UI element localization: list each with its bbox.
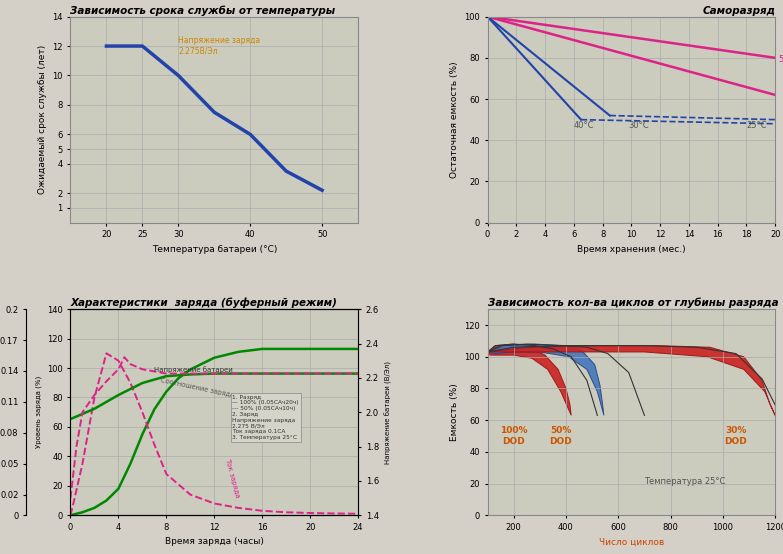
Text: 25°C: 25°C [746, 121, 767, 130]
Text: 50%
DOD: 50% DOD [550, 427, 572, 446]
Text: Характеристики  заряда (буферный режим): Характеристики заряда (буферный режим) [70, 298, 337, 309]
Text: Напряжение заряда
2.275В/Эл: Напряжение заряда 2.275В/Эл [179, 36, 261, 55]
Text: Саморазряд: Саморазряд [702, 6, 775, 16]
Y-axis label: Ожидаемый срок службы (лет): Ожидаемый срок службы (лет) [38, 45, 47, 194]
Polygon shape [488, 346, 775, 416]
Text: 40°C: 40°C [574, 121, 594, 130]
Text: 30%
DOD: 30% DOD [724, 427, 747, 446]
Text: Ток заряда: Ток заряда [224, 458, 240, 499]
Polygon shape [488, 344, 572, 416]
Text: 1. Разряд
— 100% (0.05САч20ч)
--- 50% (0.05САч10ч)
2. Заряд
Напряжение заряда
2.: 1. Разряд — 100% (0.05САч20ч) --- 50% (0… [233, 394, 299, 440]
Text: 100%
DOD: 100% DOD [500, 427, 528, 446]
Text: 5°C: 5°C [778, 55, 783, 64]
Text: 30°C: 30°C [629, 121, 649, 130]
Text: Соотношение заряда к разряду: Соотношение заряда к разряду [161, 377, 271, 406]
Text: Зависимость кол-ва циклов от глубины разряда: Зависимость кол-ва циклов от глубины раз… [488, 298, 778, 309]
Text: Напряжение батареи: Напряжение батареи [154, 366, 233, 373]
X-axis label: Время хранения (мес.): Время хранения (мес.) [577, 245, 686, 254]
Polygon shape [488, 344, 604, 416]
Y-axis label: Емкость (%): Емкость (%) [449, 383, 459, 441]
Text: Температура 25°С: Температура 25°С [644, 476, 726, 485]
Text: Зависимость срока службы от температуры: Зависимость срока службы от температуры [70, 6, 336, 16]
X-axis label: Время заряда (часы): Время заряда (часы) [165, 537, 264, 546]
Y-axis label: Уровень заряда (%): Уровень заряда (%) [35, 376, 41, 448]
Y-axis label: Остаточная емкость (%): Остаточная емкость (%) [449, 61, 459, 178]
Y-axis label: Напряжение батареи (В/Эл): Напряжение батареи (В/Эл) [384, 361, 392, 464]
X-axis label: Температура батареи (°С): Температура батареи (°С) [152, 245, 277, 254]
X-axis label: Число циклов: Число циклов [599, 537, 664, 546]
